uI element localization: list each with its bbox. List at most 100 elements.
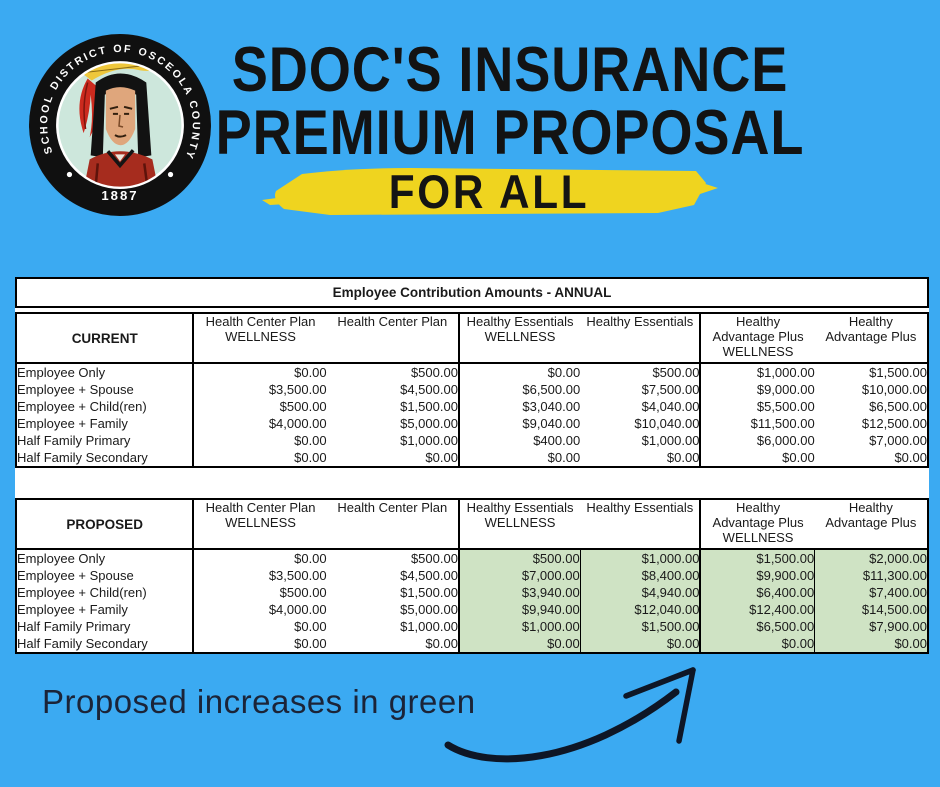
row-label: Half Family Primary — [16, 618, 195, 635]
brush-stroke-icon — [262, 168, 718, 215]
value-cell: $0.00 — [425, 636, 458, 651]
value-cell: $3,500.00 — [268, 568, 327, 583]
for-all-highlight: FOR ALL — [260, 164, 718, 220]
value-cell-highlighted: $6,400.00 — [699, 584, 815, 601]
value-cell: $1,500.00 — [400, 399, 458, 414]
value-cell: $500.00 — [279, 399, 327, 414]
value-cell-highlighted: $1,500.00 — [579, 618, 701, 635]
title-line-1: SDOC'S INSURANCE — [231, 35, 789, 105]
column-header: Healthy Advantage Plus — [814, 313, 928, 364]
value-cell: $0.00 — [294, 636, 327, 651]
row-label: Employee + Spouse — [16, 567, 195, 584]
arrow-icon — [444, 667, 696, 763]
value-cell: $7,500.00 — [641, 382, 700, 397]
value-cell: $0.00 — [457, 363, 581, 381]
column-header: Health Center Plan WELLNESS — [193, 313, 327, 364]
column-header: Healthy Essentials WELLNESS — [457, 499, 581, 550]
chief-portrait-icon — [79, 63, 159, 187]
value-cell-highlighted: $0.00 — [579, 635, 701, 653]
column-header: Healthy Advantage Plus WELLNESS — [699, 499, 815, 550]
value-cell-highlighted: $500.00 — [457, 549, 581, 567]
seal-dot-left — [66, 171, 73, 178]
column-header: Healthy Essentials WELLNESS — [457, 313, 581, 364]
column-header: Health Center Plan WELLNESS — [193, 499, 327, 550]
table-row: Half Family Primary $0.00 $1,000.00 $400.00… — [16, 432, 928, 449]
value-cell: $1,000.00 — [641, 433, 700, 448]
column-header: Health Center Plan — [326, 499, 459, 550]
value-cell-highlighted: $7,400.00 — [814, 584, 928, 601]
row-label: Employee Only — [16, 549, 195, 567]
value-cell: $0.00 — [699, 449, 815, 467]
seal-dot-right — [167, 171, 174, 178]
table-row: Employee + Child(ren) $500.00 $1,500.00 $3,… — [16, 398, 928, 415]
row-label: Half Family Secondary — [16, 449, 195, 467]
column-header: Healthy Advantage Plus — [814, 499, 928, 550]
value-cell: $4,000.00 — [268, 416, 327, 431]
value-cell: $10,040.00 — [634, 416, 700, 431]
table-row: Employee + Spouse $3,500.00 $4,500.00 $7,00… — [16, 567, 928, 584]
value-cell: $4,000.00 — [268, 602, 327, 617]
value-cell: $7,000.00 — [869, 433, 927, 448]
row-label: Employee + Spouse — [16, 381, 195, 398]
table-row: Half Family Secondary $0.00 $0.00 $0.00 $0.0… — [16, 449, 928, 467]
value-cell: $3,500.00 — [268, 382, 327, 397]
value-cell: $6,500.00 — [869, 399, 927, 414]
value-cell-highlighted: $0.00 — [457, 635, 581, 653]
value-cell: $5,000.00 — [400, 416, 458, 431]
value-cell-highlighted: $0.00 — [814, 635, 928, 653]
contribution-panel: Employee Contribution Amounts - ANNUAL C… — [15, 277, 929, 654]
current-table: CURRENT Health Center Plan WELLNESS Health … — [15, 312, 929, 468]
table-label: CURRENT — [16, 313, 195, 364]
footnote-text: Proposed increases in green — [42, 683, 476, 720]
value-cell-highlighted: $1,000.00 — [457, 618, 581, 635]
value-cell: $0.00 — [894, 450, 927, 465]
value-cell: $1,000.00 — [699, 363, 815, 381]
value-cell: $10,000.00 — [861, 382, 927, 397]
value-cell: $0.00 — [294, 365, 327, 380]
value-cell: $9,000.00 — [699, 381, 815, 398]
value-cell-highlighted: $8,400.00 — [579, 567, 701, 584]
row-label: Employee + Family — [16, 601, 195, 618]
table-row: Employee + Family $4,000.00 $5,000.00 $9,04… — [16, 415, 928, 432]
table-row: Half Family Secondary $0.00 $0.00 $0.00 $0.0… — [16, 635, 928, 653]
value-cell: $500.00 — [410, 365, 458, 380]
value-cell-highlighted: $9,900.00 — [699, 567, 815, 584]
column-header: Healthy Essentials — [580, 499, 701, 550]
value-cell-highlighted: $0.00 — [699, 635, 815, 653]
value-cell: $1,500.00 — [400, 585, 458, 600]
table-label: PROPOSED — [16, 499, 195, 550]
value-cell-highlighted: $7,900.00 — [814, 618, 928, 635]
value-cell: $0.00 — [294, 551, 327, 566]
value-cell-highlighted: $3,940.00 — [457, 584, 581, 601]
value-cell: $12,500.00 — [861, 416, 927, 431]
value-cell: $1,500.00 — [869, 365, 927, 380]
value-cell: $4,500.00 — [400, 382, 458, 397]
value-cell: $5,000.00 — [400, 602, 458, 617]
value-cell-highlighted: $6,500.00 — [699, 618, 815, 635]
value-cell: $9,040.00 — [457, 415, 581, 432]
value-cell-highlighted: $7,000.00 — [457, 567, 581, 584]
title-line-2: PREMIUM PROPOSAL — [215, 98, 805, 168]
value-cell-highlighted: $1,500.00 — [699, 549, 815, 567]
column-header: Healthy Advantage Plus WELLNESS — [699, 313, 815, 364]
row-label: Employee + Family — [16, 415, 195, 432]
table-row: Half Family Primary $0.00 $1,000.00 $1,000.… — [16, 618, 928, 635]
value-cell: $500.00 — [652, 365, 700, 380]
value-cell: $5,500.00 — [699, 398, 815, 415]
value-cell: $400.00 — [457, 432, 581, 449]
value-cell-highlighted: $12,400.00 — [699, 601, 815, 618]
value-cell-highlighted: $12,040.00 — [579, 601, 701, 618]
value-cell: $4,500.00 — [400, 568, 458, 583]
value-cell-highlighted: $11,300.00 — [814, 567, 928, 584]
value-cell: $0.00 — [294, 450, 327, 465]
value-cell-highlighted: $14,500.00 — [814, 601, 928, 618]
value-cell-highlighted: $1,000.00 — [579, 549, 701, 567]
value-cell: $0.00 — [294, 619, 327, 634]
value-cell: $3,040.00 — [457, 398, 581, 415]
value-cell: $500.00 — [410, 551, 458, 566]
value-cell-highlighted: $4,940.00 — [579, 584, 701, 601]
for-all-text: FOR ALL — [388, 165, 590, 218]
column-header: Health Center Plan — [326, 313, 459, 364]
value-cell: $0.00 — [294, 433, 327, 448]
